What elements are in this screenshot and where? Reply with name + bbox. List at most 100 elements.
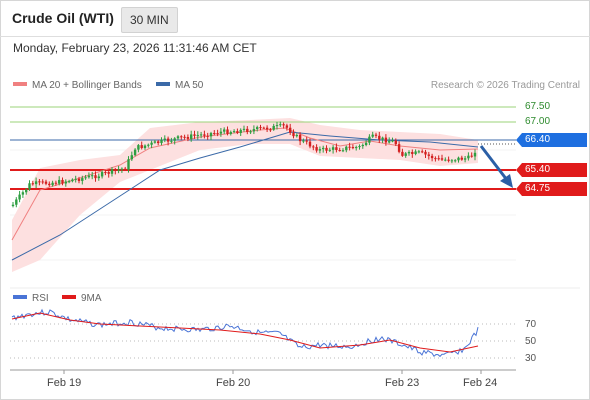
- candle-body: [368, 136, 371, 143]
- candle-body: [25, 189, 28, 193]
- instrument-title: Crude Oil (WTI): [12, 10, 114, 26]
- candle-body: [124, 168, 127, 170]
- candle-body: [358, 146, 361, 148]
- candle-body: [262, 127, 265, 129]
- candle-body: [127, 159, 130, 170]
- candle-body: [140, 145, 143, 149]
- candlesticks: [11, 121, 477, 208]
- timeframe-badge[interactable]: 30 MIN: [121, 7, 178, 33]
- candle-body: [378, 135, 381, 140]
- candle-body: [298, 134, 302, 142]
- candle-body: [157, 141, 160, 144]
- candle-body: [397, 144, 401, 152]
- candle-body: [15, 199, 18, 205]
- candle-body: [305, 140, 308, 142]
- candle-body: [94, 175, 97, 179]
- candle-body: [331, 147, 335, 150]
- candle-body: [463, 158, 467, 160]
- candle-body: [249, 131, 252, 133]
- candle-body: [137, 145, 140, 150]
- candle-body: [54, 182, 58, 184]
- candle-body: [203, 134, 206, 136]
- candle-body: [226, 129, 229, 134]
- candle-body: [183, 136, 186, 138]
- candle-body: [34, 181, 38, 185]
- candle-body: [345, 146, 348, 151]
- candle-body: [361, 145, 364, 147]
- candle-body: [394, 140, 397, 145]
- candle-body: [77, 178, 81, 181]
- candle-body: [190, 134, 193, 139]
- candle-body: [404, 153, 407, 156]
- rsi-ma-line: [11, 312, 479, 353]
- candle-body: [473, 152, 477, 157]
- legend-ma50-label: MA 50: [175, 80, 204, 91]
- candle-body: [292, 132, 295, 137]
- candle-body: [447, 159, 450, 161]
- candle-body: [454, 160, 457, 162]
- support-badge-s1: [516, 163, 587, 177]
- x-label-feb23: Feb 23: [385, 377, 420, 389]
- candle-body: [186, 137, 190, 139]
- candle-body: [239, 129, 242, 133]
- candle-body: [269, 129, 272, 131]
- chart-header: Crude Oil (WTI) 30 MIN: [0, 0, 590, 37]
- candle-body: [318, 149, 322, 151]
- candle-body: [91, 175, 94, 177]
- candle-body: [256, 127, 259, 130]
- candle-body: [81, 178, 84, 181]
- candle-body: [104, 172, 107, 174]
- candle-body: [117, 169, 120, 171]
- candle-body: [285, 125, 289, 128]
- candle-body: [279, 124, 282, 126]
- rsi-line: [11, 308, 479, 358]
- candle-body: [325, 147, 328, 151]
- candle-body: [199, 134, 203, 136]
- candle-body: [176, 136, 180, 139]
- candle-body: [232, 131, 236, 133]
- candle-body: [341, 150, 345, 152]
- level-s1-text: 65.40: [525, 164, 551, 175]
- candle-body: [401, 151, 404, 156]
- level-pivot-text: 66.40: [525, 134, 551, 145]
- rsi-ma-swatch-icon: [62, 295, 76, 300]
- candle-body: [437, 158, 440, 160]
- candle-body: [110, 169, 114, 174]
- candle-body: [417, 151, 421, 153]
- candle-body: [282, 124, 285, 126]
- candle-body: [61, 179, 64, 184]
- candle-body: [457, 157, 460, 161]
- level-s2-text: 64.75: [525, 183, 551, 194]
- candle-body: [246, 128, 249, 132]
- rsi-ma-legend-label: 9MA: [81, 293, 102, 304]
- candle-body: [67, 181, 71, 183]
- candle-body: [223, 129, 226, 132]
- candle-body: [84, 177, 87, 179]
- candle-body: [170, 140, 173, 142]
- legend-ma20-label: MA 20 + Bollinger Bands: [32, 80, 142, 91]
- candle-body: [338, 150, 341, 152]
- candle-body: [107, 172, 110, 174]
- candle-body: [114, 169, 117, 171]
- candle-body: [427, 154, 430, 156]
- candle-body: [430, 155, 434, 159]
- candle-body: [229, 132, 232, 134]
- research-credit: Research © 2026 Trading Central: [430, 80, 580, 91]
- candle-body: [21, 192, 25, 195]
- candle-body: [58, 179, 61, 184]
- candle-body: [312, 146, 315, 148]
- candle-body: [328, 149, 331, 151]
- candle-body: [374, 134, 378, 136]
- candle-body: [308, 141, 312, 147]
- rsi-level-70: 70: [525, 319, 537, 330]
- candle-body: [173, 138, 176, 141]
- ma50-swatch-icon: [156, 82, 170, 87]
- candle-body: [391, 140, 394, 142]
- candle-body: [31, 183, 34, 185]
- candle-body: [64, 181, 67, 184]
- candle-body: [41, 181, 44, 183]
- candle-body: [364, 142, 368, 146]
- candle-body: [414, 151, 417, 155]
- candle-body: [219, 131, 223, 134]
